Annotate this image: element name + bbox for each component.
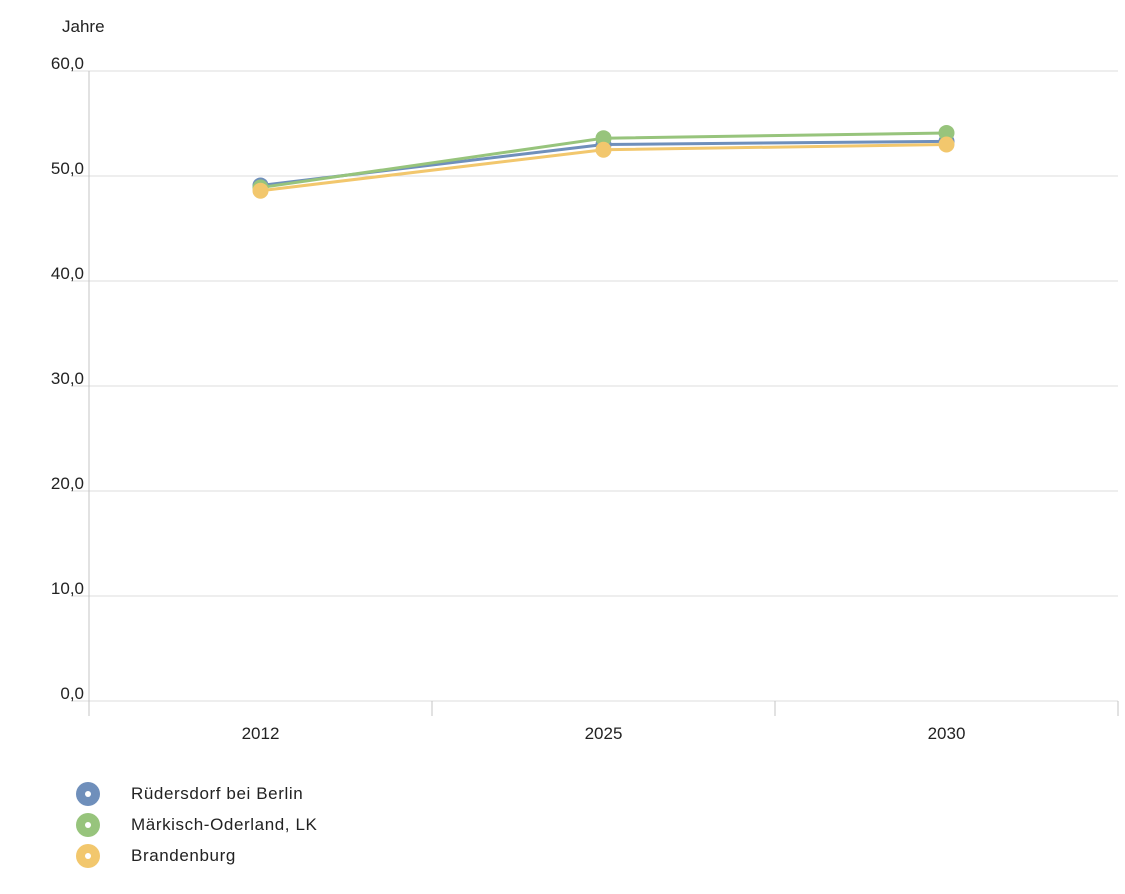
legend-marker-icon — [76, 843, 100, 868]
y-tick-label: 10,0 — [51, 579, 84, 598]
data-point[interactable] — [938, 124, 955, 141]
legend-marker-icon — [76, 812, 100, 837]
y-tick-label: 30,0 — [51, 369, 84, 388]
y-tick-labels: 0,0 10,0 20,0 30,0 40,0 50,0 60,0 — [51, 54, 84, 703]
series-lines — [252, 124, 955, 199]
legend-item[interactable]: Brandenburg — [76, 843, 317, 868]
legend-label: Märkisch-Oderland, LK — [131, 814, 318, 834]
gridlines — [72, 70, 1118, 702]
data-point[interactable] — [595, 141, 612, 158]
y-axis-unit-label: Jahre — [62, 17, 105, 36]
legend-item[interactable]: Märkisch-Oderland, LK — [76, 812, 318, 837]
y-tick-label: 60,0 — [51, 54, 84, 73]
data-point[interactable] — [595, 130, 612, 147]
x-tick-label: 2030 — [928, 724, 966, 743]
legend: Rüdersdorf bei Berlin Märkisch-Oderland, … — [76, 781, 318, 876]
axes — [88, 71, 1119, 716]
data-point[interactable] — [938, 136, 955, 153]
legend-label: Rüdersdorf bei Berlin — [131, 783, 304, 803]
legend-marker-icon — [76, 781, 100, 806]
y-tick-label: 20,0 — [51, 474, 84, 493]
y-tick-label: 0,0 — [60, 684, 84, 703]
x-tick-label: 2025 — [585, 724, 623, 743]
y-tick-label: 50,0 — [51, 159, 84, 178]
x-tick-labels: 2012 2025 2030 — [242, 724, 966, 743]
legend-label: Brandenburg — [131, 845, 236, 865]
data-point[interactable] — [252, 182, 269, 199]
line-chart: Jahre 0,010,020,030,040,050,060,0 2012 20… — [51, 17, 1119, 743]
x-tick-label: 2012 — [242, 724, 280, 743]
legend-item[interactable]: Rüdersdorf bei Berlin — [76, 781, 317, 806]
y-tick-label: 40,0 — [51, 264, 84, 283]
